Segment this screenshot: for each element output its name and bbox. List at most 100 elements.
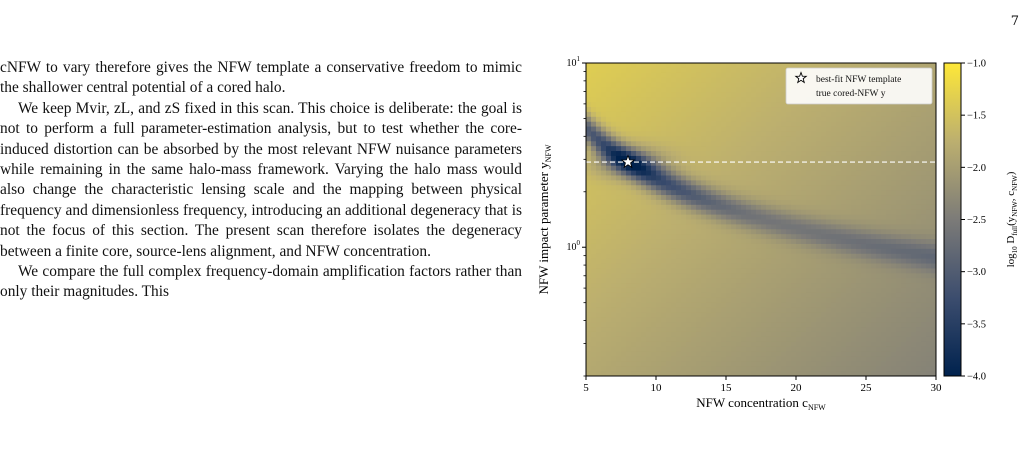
heatmap-cell: [846, 283, 852, 289]
heatmap-cell: [741, 87, 747, 93]
heatmap-cell: [796, 234, 802, 240]
heatmap-cell: [701, 175, 707, 181]
heatmap-cell: [651, 141, 657, 147]
heatmap-cell: [851, 253, 857, 260]
x-tick-label: 5: [583, 382, 589, 394]
heatmap-cell: [871, 263, 877, 270]
heatmap-cell: [611, 170, 617, 177]
heatmap-cell: [781, 131, 787, 137]
heatmap-cell: [906, 136, 912, 142]
heatmap-cell: [926, 292, 932, 299]
heatmap-cell: [886, 170, 892, 177]
heatmap-cell: [881, 248, 887, 255]
heatmap-cell: [836, 366, 842, 372]
heatmap-cell: [761, 322, 767, 328]
heatmap-cell: [891, 185, 897, 191]
heatmap-cell: [856, 258, 862, 265]
heatmap-cell: [766, 331, 772, 338]
heatmap-cell: [901, 366, 907, 372]
heatmap-cell: [826, 346, 832, 353]
heatmap-cell: [646, 356, 652, 362]
heatmap-cell: [591, 111, 597, 118]
heatmap-cell: [816, 366, 822, 372]
heatmap-cell: [906, 199, 912, 206]
heatmap-cell: [746, 346, 752, 353]
heatmap-cell: [846, 204, 852, 211]
heatmap-cell: [701, 82, 707, 89]
heatmap-cell: [661, 346, 667, 353]
heatmap-cell: [831, 346, 837, 353]
heatmap-cell: [756, 297, 762, 304]
heatmap-cell: [771, 107, 777, 113]
heatmap-cell: [606, 199, 612, 206]
heatmap-cell: [601, 170, 607, 177]
heatmap-cell: [911, 287, 917, 294]
heatmap-cell: [926, 322, 932, 328]
heatmap-cell: [626, 185, 632, 191]
heatmap-cell: [621, 283, 627, 289]
heatmap-cell: [821, 336, 827, 343]
heatmap-cell: [886, 180, 892, 186]
heatmap-cell: [791, 165, 797, 172]
heatmap-cell: [876, 121, 882, 128]
heatmap-cell: [861, 322, 867, 328]
heatmap-cell: [776, 136, 782, 142]
heatmap-cell: [711, 224, 717, 230]
heatmap-cell: [901, 107, 907, 113]
heatmap-cell: [846, 371, 852, 376]
heatmap-cell: [771, 195, 777, 201]
heatmap-cell: [596, 219, 602, 225]
heatmap-cell: [721, 82, 727, 89]
heatmap-cell: [731, 287, 737, 294]
heatmap-cell: [921, 234, 927, 240]
heatmap-cell: [766, 248, 772, 255]
heatmap-cell: [696, 180, 702, 186]
heatmap-cell: [781, 155, 787, 162]
heatmap-cell: [736, 366, 742, 372]
heatmap-cell: [716, 302, 722, 309]
heatmap-cell: [606, 292, 612, 299]
heatmap-cell: [641, 180, 647, 186]
heatmap-cell: [826, 278, 832, 284]
heatmap-cell: [696, 175, 702, 181]
heatmap-cell: [686, 87, 692, 93]
heatmap-cell: [596, 336, 602, 343]
heatmap-cell: [931, 72, 936, 79]
heatmap-cell: [886, 336, 892, 343]
heatmap-cell: [661, 121, 667, 128]
heatmap-cell: [706, 121, 712, 128]
heatmap-cell: [876, 346, 882, 353]
heatmap-cell: [846, 268, 852, 274]
heatmap-cell: [641, 126, 647, 133]
heatmap-cell: [636, 371, 642, 376]
heatmap-cell: [891, 204, 897, 211]
heatmap-cell: [606, 107, 612, 113]
heatmap-cell: [606, 322, 612, 328]
heatmap-cell: [736, 72, 742, 79]
heatmap-cell: [851, 131, 857, 137]
heatmap-cell: [911, 165, 917, 172]
heatmap-cell: [786, 111, 792, 118]
heatmap-cell: [901, 199, 907, 206]
heatmap-cell: [921, 151, 927, 157]
heatmap-cell: [866, 234, 872, 240]
heatmap-cell: [921, 141, 927, 147]
heatmap-cell: [741, 229, 747, 235]
heatmap-cell: [641, 234, 647, 240]
heatmap-cell: [881, 273, 887, 279]
heatmap-cell: [601, 283, 607, 289]
heatmap-cell: [796, 351, 802, 358]
heatmap-cell: [651, 175, 657, 181]
heatmap-cell: [716, 63, 722, 69]
heatmap-cell: [696, 87, 702, 93]
heatmap-cell: [601, 77, 607, 84]
heatmap-cell: [676, 195, 682, 201]
heatmap-cell: [666, 63, 672, 69]
heatmap-cell: [811, 165, 817, 172]
heatmap-cell: [591, 341, 597, 348]
heatmap-cell: [646, 92, 652, 98]
heatmap-cell: [671, 121, 677, 128]
heatmap-cell: [631, 356, 637, 362]
heatmap-cell: [711, 302, 717, 309]
heatmap-cell: [781, 107, 787, 113]
